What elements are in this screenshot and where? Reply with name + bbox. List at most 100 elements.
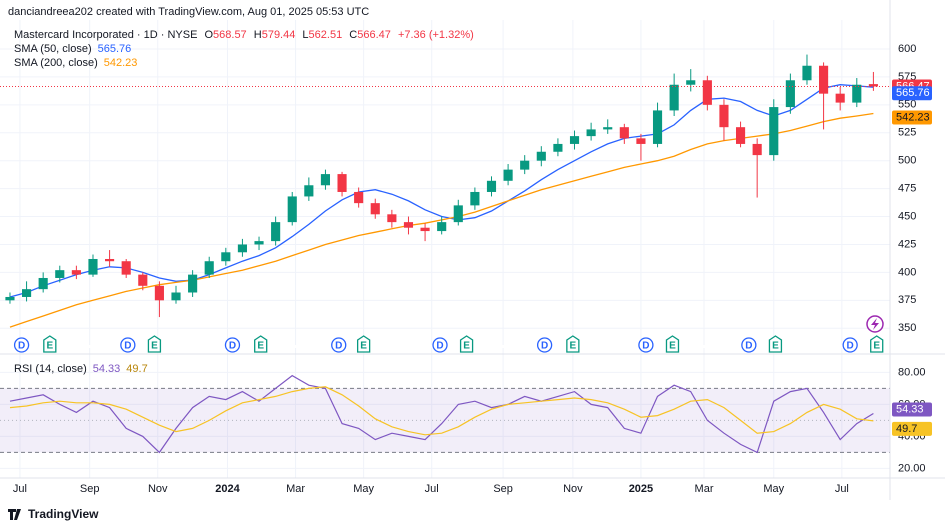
candle-body	[719, 104, 729, 128]
candle-body	[553, 143, 563, 152]
earnings-marker	[665, 335, 680, 353]
candle-body	[254, 241, 264, 245]
y-tick-label: 20.00	[898, 462, 926, 474]
earnings-marker	[43, 335, 57, 353]
candle-body	[686, 80, 696, 85]
earnings-letter: E	[257, 341, 264, 352]
price-tag-label: 49.7	[896, 423, 917, 435]
dividend-letter: D	[436, 341, 443, 352]
earnings-letter: E	[463, 341, 470, 352]
candle-body	[271, 222, 281, 242]
sma200-legend: SMA (200, close) 542.23	[14, 57, 137, 69]
candle-body	[304, 185, 314, 197]
earnings-letter: E	[151, 341, 158, 352]
candle-body	[586, 129, 596, 137]
legend-name: SMA (50, close)	[14, 43, 92, 55]
candle-body	[420, 227, 430, 232]
price-legend: Mastercard Incorporated · 1D · NYSE O568…	[14, 29, 474, 41]
ohlc-letter: H	[254, 29, 262, 41]
dividend-letter: D	[847, 341, 854, 352]
candle-body	[105, 258, 115, 262]
candle-body	[486, 180, 497, 192]
candle-body	[188, 274, 198, 293]
candle-body	[503, 169, 513, 181]
earnings-letter: E	[46, 341, 53, 352]
dividend-marker	[432, 337, 448, 353]
candle-body	[835, 93, 845, 103]
candle-body	[88, 258, 98, 275]
dividend-letter: D	[335, 341, 342, 352]
candle-body	[868, 84, 878, 87]
dividend-marker	[842, 337, 858, 353]
ohlc-value: 568.57	[213, 29, 247, 41]
y-tick-label: 375	[898, 294, 916, 306]
earnings-letter: E	[772, 341, 779, 352]
x-tick-label: Mar	[695, 483, 714, 495]
ohlc-value: 579.44	[262, 29, 296, 41]
candle-body	[702, 80, 712, 105]
candle-body	[403, 222, 414, 228]
candle-body	[735, 127, 746, 144]
candle-body	[5, 296, 15, 301]
logo-mark	[8, 509, 21, 520]
icon-bolt	[871, 318, 879, 330]
dividend-marker	[120, 337, 136, 353]
y-tick-label: 400	[898, 266, 916, 278]
sma-line	[9, 84, 874, 298]
candle-body	[171, 292, 181, 301]
dividend-letter: D	[124, 341, 131, 352]
sma50-legend: SMA (50, close) 565.76	[14, 43, 131, 55]
candle-body	[669, 84, 679, 111]
x-tick-label: Nov	[563, 483, 583, 495]
x-tick-label: Jul	[835, 483, 849, 495]
candle-body	[55, 270, 65, 278]
candle-body	[370, 203, 380, 215]
earnings-marker	[356, 335, 371, 353]
symbol-title: Mastercard Incorporated · 1D · NYSE	[14, 29, 197, 41]
ohlc-value: 566.47	[357, 29, 391, 41]
candle-body	[354, 191, 364, 204]
ohlc-letter: C	[349, 29, 357, 41]
candle-body	[154, 285, 164, 301]
earnings-marker	[459, 335, 474, 353]
candle-body	[387, 214, 397, 223]
ohlc-letter: O	[204, 29, 213, 41]
attribution: danciandreea202 created with TradingView…	[8, 6, 369, 18]
change-label: +7.36 (+1.32%)	[398, 29, 474, 41]
candle-body	[287, 196, 297, 223]
price-tag	[892, 421, 932, 436]
y-tick-label: 500	[898, 155, 916, 167]
candle-body	[38, 277, 48, 290]
plot-layer	[0, 54, 890, 454]
y-tick-label: 80.00	[898, 366, 926, 378]
indicator-line	[9, 374, 874, 454]
dividend-letter: D	[229, 341, 236, 352]
y-tick-label: 525	[898, 127, 916, 139]
x-tick-label: 2024	[215, 483, 240, 495]
candle-body	[769, 107, 779, 156]
candle-body	[652, 110, 663, 144]
candle-body	[453, 205, 463, 223]
dividend-marker	[224, 337, 241, 353]
candle-body	[569, 136, 580, 144]
dividend-marker	[741, 337, 757, 353]
legend-value: 49.7	[126, 363, 147, 375]
x-tick-label: Sep	[80, 483, 100, 495]
dividend-marker	[638, 337, 654, 353]
rsi-legend: RSI (14, close) 54.33 49.7	[14, 363, 148, 375]
brand-name: TradingView	[28, 507, 99, 521]
x-tick-label: Sep	[493, 483, 513, 495]
y-tick-label: 550	[898, 99, 916, 111]
ohlc-value: 562.51	[309, 29, 343, 41]
y-tick-label: 600	[898, 43, 916, 55]
ohlc-letter: L	[302, 29, 308, 41]
flash-icon[interactable]	[866, 315, 884, 333]
candle-body	[22, 289, 32, 297]
candle-body	[320, 174, 331, 186]
candle-body	[603, 127, 613, 130]
logo: TradingView	[8, 507, 99, 521]
candle-body	[852, 84, 862, 103]
price-tag	[892, 402, 932, 417]
dividend-marker	[331, 337, 347, 353]
